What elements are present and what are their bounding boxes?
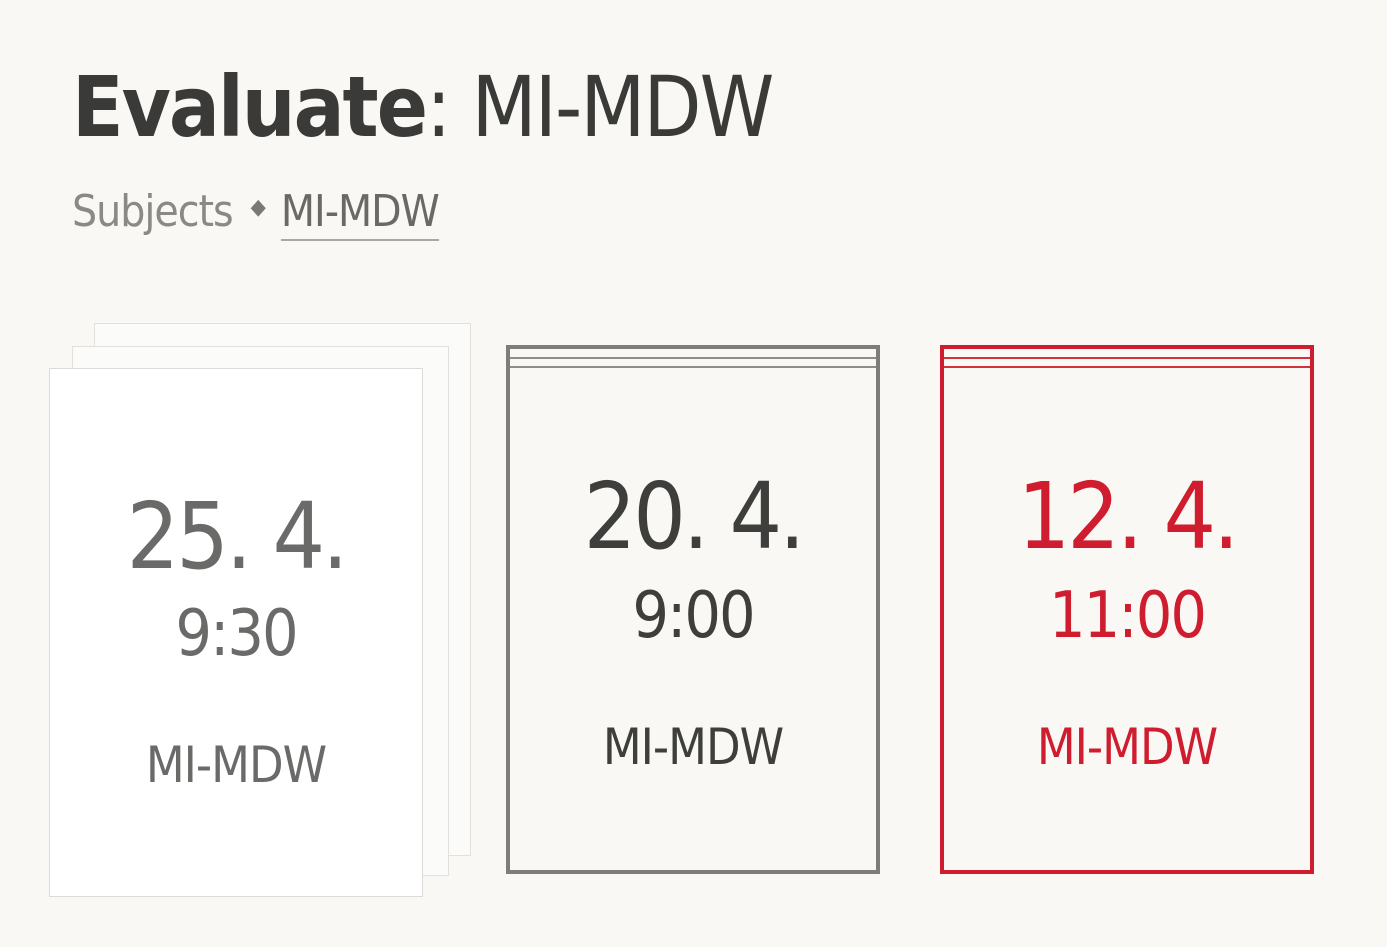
card-time: 9:00 [632, 579, 755, 653]
page-title-subject: MI-MDW [471, 58, 774, 156]
card-date: 12. 4. [1017, 463, 1240, 570]
page-header: Evaluate: MI-MDW [72, 52, 774, 162]
card-time: 11:00 [1049, 579, 1207, 653]
card-date: 20. 4. [583, 463, 806, 570]
card-subject: MI-MDW [602, 718, 784, 776]
evaluation-card-upcoming[interactable]: 25. 4. 9:30 MI-MDW [49, 368, 423, 897]
page-title-separator: : [425, 58, 452, 156]
card-time: 9:30 [175, 597, 298, 671]
card-top-rule [944, 366, 1310, 368]
card-top-rule [944, 357, 1310, 359]
page-title-verb: Evaluate [72, 58, 428, 156]
card-subject: MI-MDW [1036, 718, 1218, 776]
breadcrumb: Subjects ◆ MI-MDW [72, 182, 440, 244]
card-subject: MI-MDW [145, 736, 327, 794]
card-top-rule [510, 357, 876, 359]
diamond-icon: ◆ [250, 195, 266, 220]
evaluation-card-missed[interactable]: 12. 4. 11:00 MI-MDW [940, 345, 1314, 874]
page-title: Evaluate: MI-MDW [72, 52, 774, 162]
breadcrumb-item-subject[interactable]: MI-MDW [280, 186, 440, 241]
evaluation-card-done[interactable]: 20. 4. 9:00 MI-MDW [506, 345, 880, 874]
card-top-rule [510, 366, 876, 368]
breadcrumb-item-subjects[interactable]: Subjects [72, 186, 234, 237]
card-date: 25. 4. [126, 483, 349, 590]
